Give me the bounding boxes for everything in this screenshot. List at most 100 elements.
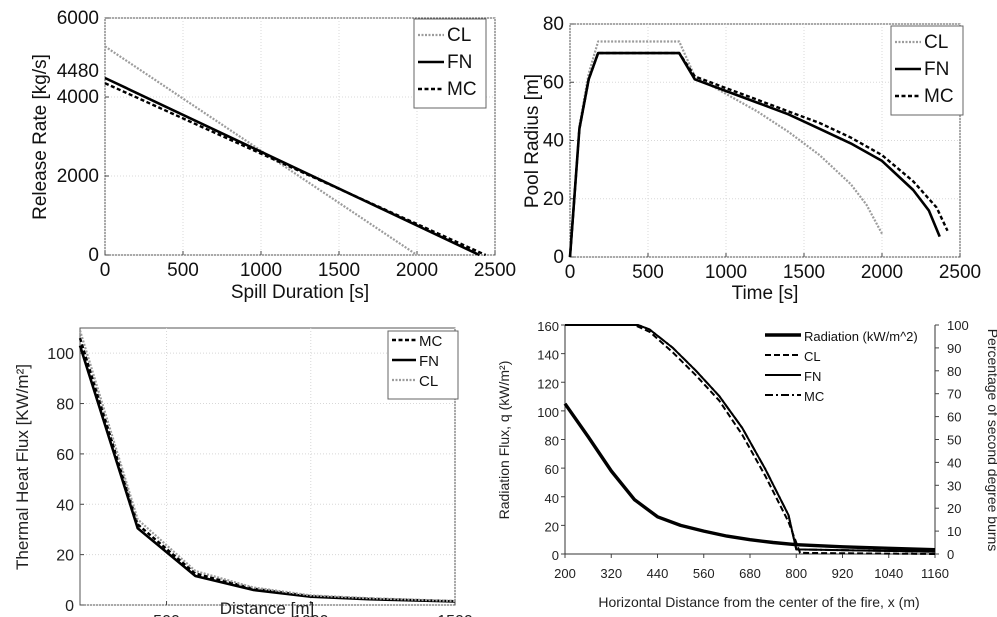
x-axis-label: Distance [m] [220,599,314,617]
y2-tick-label: 50 [947,433,961,448]
legend-label-cl: CL [419,373,438,390]
x-tick-label: 0 [100,260,111,281]
y-tick-label: 0 [88,245,99,266]
panel-radiation-flux: 200 320 440 560 680 800 920 1040 116002040608010… [496,318,997,610]
y-tick-label: 160 [537,319,559,334]
x-axis-label: Horizontal Distance from the center of t… [598,594,919,610]
y-axis-label: Radiation Flux, q (kW/m²) [496,361,512,520]
series-line-fn [568,51,941,258]
legend: CL FN MC [413,18,487,109]
x-tick-label: 2500 [474,260,516,281]
plot-area [565,325,935,554]
series-line-mc [568,51,949,258]
panel-thermal-heat-flux: 500 1000 1500 0 20 40 60 80 100 Distance [m] The… [13,327,473,617]
series-line-cl [568,40,883,258]
y-tick-label: 0 [552,548,559,563]
y-tick-label: 100 [47,346,74,363]
x-tick-label: 500 [632,262,664,283]
y-tick-label: 6000 [57,8,99,29]
series-line-mc [104,82,487,257]
series-line-cl [78,330,456,603]
x-tick-label: 1500 [437,613,473,617]
y2-tick-label: 10 [947,524,961,539]
y2-tick-label: 70 [947,387,961,402]
y2-tick-label: 20 [947,501,961,516]
legend-label-cl: CL [447,25,471,46]
x-tick-label: 1500 [318,260,360,281]
series-line-cl [565,324,936,555]
tick-labels: 0 500 1000 1500 2000 2500 0 2000 4000 6000 4480 [57,8,516,281]
series-lines [563,324,936,555]
y-tick-label: 2000 [57,166,99,187]
x-tick-label: 800 [785,566,807,581]
x-axis-label: Spill Duration [s] [231,282,369,303]
y-axis-label: Thermal Heat Flux [KW/m²] [13,364,32,570]
legend: Radiation (kW/m^2) CL FN MC [765,329,918,404]
x-tick-label: 2000 [861,262,903,283]
legend-label-fn: FN [419,353,439,370]
y-tick-label: 4480 [57,61,99,82]
x-tick-label: 2500 [939,262,981,283]
y-tick-label: 80 [545,434,559,449]
x-tick-label: 1500 [783,262,825,283]
x-tick-label: 440 [647,566,669,581]
tick-labels: 0 500 1000 1500 2000 2500 0 20 40 60 80 [543,14,981,283]
y-tick-label: 20 [56,548,74,565]
legend-box [890,25,964,116]
series-line-cl [104,45,418,256]
x-tick-label: 320 [600,566,622,581]
legend-label-cl: CL [924,32,948,53]
legend-label-mc: MC [419,333,442,350]
y-tick-label: 40 [545,491,559,506]
series-lines [104,45,487,257]
x-tick-label: 200 [554,566,576,581]
y-tick-label: 0 [65,598,74,615]
legend-label-mc: MC [804,389,824,404]
y2-axis-label: Percentage of second degree burns [985,329,997,552]
y-tick-label: 20 [543,189,564,210]
x-tick-label: 0 [565,262,576,283]
y-tick-label: 120 [537,376,559,391]
legend: CL FN MC [890,25,964,116]
y-tick-label: 100 [537,405,559,420]
x-tick-label: 920 [832,566,854,581]
y-tick-label: 40 [543,131,564,152]
y2-tick-label: 80 [947,364,961,379]
legend-label-fn: FN [924,59,949,80]
y-tick-label: 60 [543,72,564,93]
y-axis-label: Release Rate [kg/s] [30,54,51,220]
y-tick-label: 20 [545,519,559,534]
series-line-radiation-kw-m-2 [563,402,936,552]
y2-tick-label: 60 [947,410,961,425]
tick-labels: 200 320 440 560 680 800 920 1040 116002040608010… [537,318,968,581]
legend: MC FN CL [387,330,459,400]
y2-tick-label: 90 [947,341,961,356]
x-tick-label: 1000 [240,260,282,281]
series-line-mc [565,324,936,553]
y-tick-label: 60 [545,462,559,477]
x-tick-label: 500 [167,260,199,281]
legend-label-fn: FN [804,369,821,384]
x-tick-label: 1160 [921,566,949,581]
y-tick-label: 80 [543,14,564,35]
x-tick-label: 1000 [705,262,747,283]
legend-label-mc: MC [924,86,954,107]
series-line-fn [78,345,456,603]
x-tick-label: 2000 [396,260,438,281]
legend-label-fn: FN [447,52,472,73]
series-line-fn [565,324,936,553]
y2-tick-label: 40 [947,455,961,470]
x-tick-label: 1040 [874,566,903,581]
y-tick-label: 80 [56,397,74,414]
y-tick-label: 4000 [57,87,99,108]
y-tick-label: 60 [56,447,74,464]
x-tick-label: 560 [693,566,715,581]
y2-tick-label: 30 [947,478,961,493]
legend-box [413,18,487,109]
legend-label-radiation-kw-m-2: Radiation (kW/m^2) [804,329,918,344]
legend-box [387,330,459,400]
y2-tick-label: 0 [947,547,954,562]
tick-labels: 500 1000 1500 0 20 40 60 80 100 [47,346,473,617]
y2-tick-label: 100 [947,318,969,333]
